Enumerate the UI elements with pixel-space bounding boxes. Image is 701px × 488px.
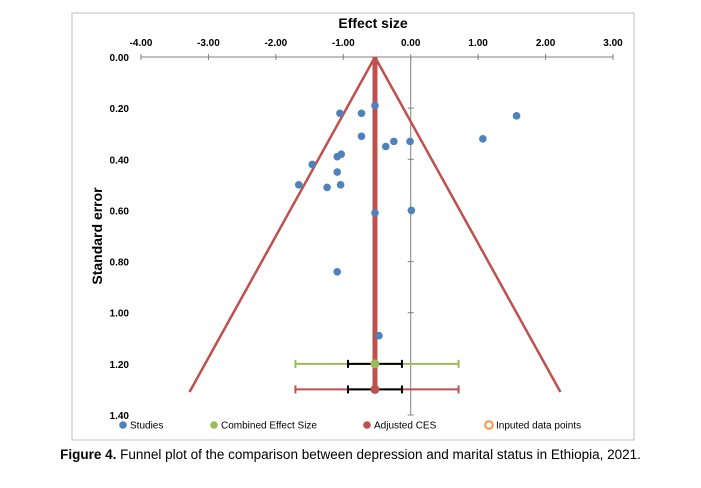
combined-effect-marker [370, 359, 380, 369]
study-point [333, 152, 342, 161]
study-point [333, 168, 342, 176]
study-point [406, 137, 414, 146]
study-point [336, 181, 345, 189]
legend-inputed-data-points-marker [484, 420, 494, 430]
study-point [308, 160, 317, 169]
x-tick-label: -3.00 [197, 38, 220, 49]
study-point [333, 268, 342, 276]
funnel-lines [188, 56, 562, 393]
axes: -4.00 -3.00 -2.00 -1.00 0.00 1.00 2.00 3.00 0.00… [110, 38, 624, 422]
legend: Studies Combined Effect Size Adjusted CES I… [119, 420, 581, 432]
study-point [323, 183, 331, 192]
funnel-left-line [188, 56, 377, 393]
chart-frame [71, 12, 635, 441]
x-tick-label: 0.00 [401, 38, 421, 49]
study-point [371, 209, 379, 217]
y-axis-label: Standard error [89, 187, 105, 285]
legend-adjusted-ces-marker [363, 421, 371, 429]
y-tick-label: 1.00 [110, 309, 130, 320]
y-tick-label: 0.20 [110, 104, 130, 115]
y-tick-label: 0.40 [110, 155, 130, 166]
study-point [390, 137, 398, 146]
y-tick-label: 1.20 [110, 360, 130, 371]
y-tick-label: 0.80 [110, 258, 130, 269]
study-point [357, 132, 366, 141]
caption-label: Figure 4. [60, 447, 117, 462]
study-point [407, 206, 416, 215]
study-point [381, 142, 390, 151]
study-point [375, 331, 383, 340]
study-point [294, 181, 303, 189]
x-tick-label: -1.00 [332, 38, 355, 49]
funnel-right-line [373, 56, 562, 393]
x-tick-label: 2.00 [536, 38, 556, 49]
legend-studies-label: Studies [130, 421, 163, 432]
chart-title: Effect size [338, 15, 407, 31]
study-point [479, 135, 487, 143]
y-tick-label: 0.00 [110, 53, 130, 64]
legend-studies-marker [119, 421, 127, 429]
study-point [512, 112, 521, 120]
x-tick-label: -2.00 [264, 38, 287, 49]
legend-combined-effect-size-label: Combined Effect Size [221, 421, 317, 432]
adjusted-ces-marker [370, 384, 380, 394]
study-point [336, 109, 344, 118]
figure-caption: Figure 4. Funnel plot of the comparison … [0, 447, 701, 462]
x-tick-label: 1.00 [468, 38, 488, 49]
x-tick-label: 3.00 [603, 38, 623, 49]
caption-text: Funnel plot of the comparison between de… [116, 447, 641, 462]
y-tick-label: 1.40 [110, 411, 130, 422]
study-point [371, 101, 379, 110]
legend-inputed-data-points-label: Inputed data points [496, 421, 581, 432]
effect-markers [294, 359, 460, 394]
study-point [357, 109, 366, 118]
legend-combined-effect-size-marker [210, 421, 218, 429]
x-tick-label: -4.00 [130, 38, 153, 49]
y-tick-label: 0.60 [110, 206, 130, 217]
study-points [294, 101, 521, 340]
legend-adjusted-ces-label: Adjusted CES [374, 421, 437, 432]
